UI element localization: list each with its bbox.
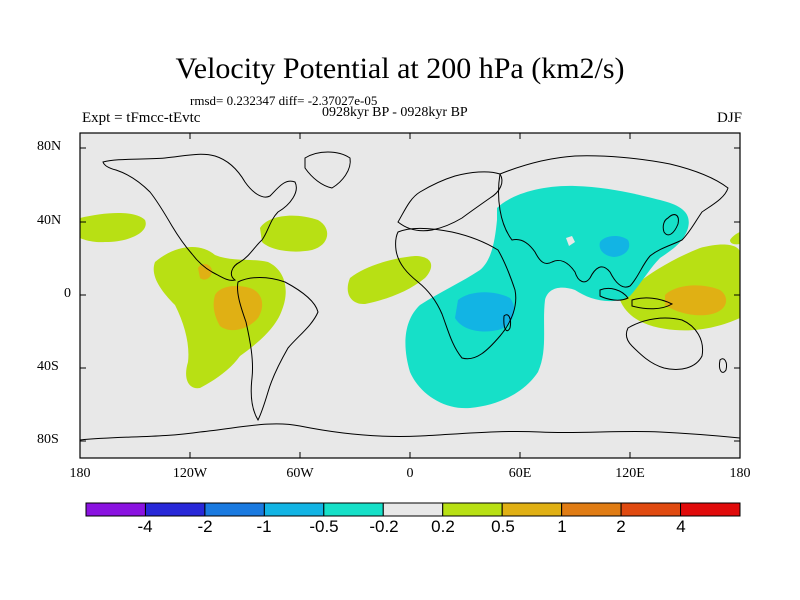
positive-region-atlantic-north [260,215,328,252]
colorbar-label: 0.5 [491,517,515,536]
colorbar-swatch [561,502,622,517]
positive-core-eastpacific-north [198,264,212,280]
coast-new-zealand [719,358,727,373]
coast-africa [395,227,517,360]
lat-label: 80N [37,139,62,154]
coast-maritime-continent [599,287,674,310]
lon-label: 0 [406,466,414,481]
colorbar-swatch [85,502,146,517]
lon-label: 120E [615,466,645,481]
colorbar-label: -4 [137,517,153,536]
negative-core-africa [455,292,515,332]
lon-label: 180 [69,466,91,481]
colorbar-label: -1 [256,517,272,536]
coastlines [80,151,740,441]
colorbar-swatch [620,502,682,517]
period-label: 0928kyr BP - 0928kyr BP [322,105,468,120]
colorbar-label: 2 [616,517,626,536]
colorbar-label: 1 [557,517,567,536]
colorbar-swatch [263,502,325,517]
lat-label: 40S [37,359,59,374]
positive-core-westpacific [665,285,727,316]
lat-label: 0 [64,286,71,301]
colorbar-swatch [442,502,503,517]
colorbar-swatch [501,502,563,517]
colorbar-label: -0.5 [309,517,339,536]
season-label: DJF [716,110,742,126]
lat-label: 80S [37,432,59,447]
colorbar-swatch [144,502,206,517]
coast-asia [498,155,729,288]
positive-region-dateline-north [730,232,740,245]
axis-ticks [80,133,740,458]
coast-antarctica [80,423,740,441]
colorbar-swatch [382,502,444,517]
colorbar-swatch [323,502,384,517]
colorbar-label: -2 [197,517,213,536]
lon-label: 60E [508,466,532,481]
coast-greenland [304,151,351,189]
colorbar-label: 4 [676,517,686,536]
colorbar-swatch [204,502,265,517]
coast-australia [625,317,704,370]
experiment-label: Expt = tFmcc-tEvtc [82,110,201,126]
positive-region-atlantic-equatorial [347,256,432,305]
coast-north-america [102,153,297,281]
lon-label: 180 [729,466,751,481]
coast-madagascar [503,314,511,332]
chart-title: Velocity Potential at 200 hPa (km2/s) [175,52,625,85]
colorbar-label: 0.2 [431,517,455,536]
positive-core-eastpacific [213,286,263,331]
small-hole [566,236,575,246]
coast-south-america [237,277,319,422]
coast-japan [662,214,679,236]
positive-region-northpacific [80,213,146,243]
lon-label: 120W [172,466,208,481]
negative-core-asia [599,236,630,257]
stats-line: rmsd= 0.232347 diff= -2.37027e-05 [190,93,378,108]
colorbar-swatch [680,502,741,517]
lon-label: 60W [286,466,314,481]
lat-label: 40N [37,213,62,228]
colorbar-label: -0.2 [369,517,399,536]
